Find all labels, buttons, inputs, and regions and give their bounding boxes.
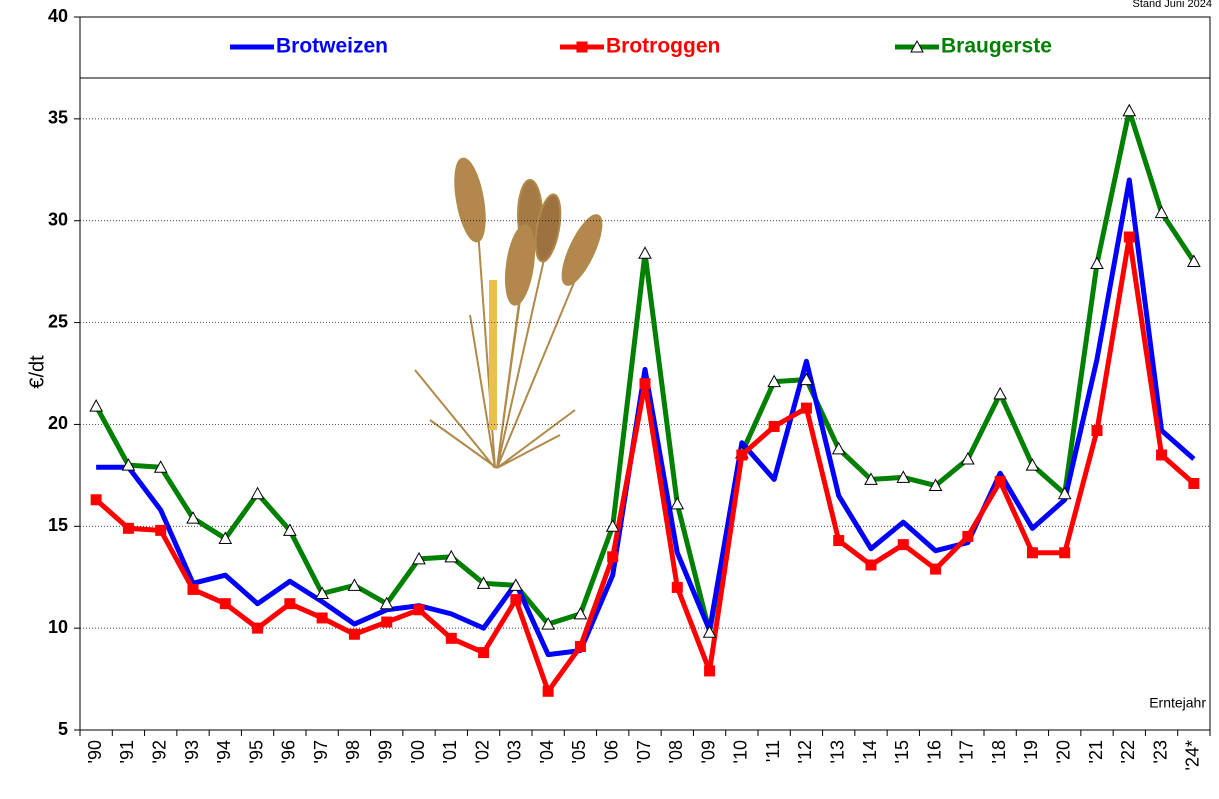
x-tick-label: '21	[1086, 740, 1106, 763]
x-tick-label: '15	[892, 740, 912, 763]
data-point	[607, 551, 618, 562]
data-point	[898, 539, 909, 550]
y-tick-label: 25	[48, 311, 68, 331]
x-axis-label: Erntejahr	[1149, 695, 1206, 711]
y-tick-label: 10	[48, 617, 68, 637]
data-point	[543, 686, 554, 697]
data-point	[930, 564, 941, 575]
data-point	[284, 598, 295, 609]
x-tick-label: '91	[117, 740, 137, 763]
x-tick-label: '02	[472, 740, 492, 763]
x-tick-label: '93	[182, 740, 202, 763]
data-point	[1027, 547, 1038, 558]
x-tick-label: '24*	[1183, 740, 1203, 770]
y-tick-label: 20	[48, 413, 68, 433]
legend-marker	[577, 42, 588, 53]
legend-label: Braugerste	[941, 35, 1052, 58]
y-tick-label: 40	[48, 6, 68, 26]
x-tick-label: '19	[1021, 740, 1041, 763]
data-point	[640, 378, 651, 389]
y-tick-label: 5	[58, 719, 68, 739]
data-point	[769, 421, 780, 432]
x-tick-label: '94	[214, 740, 234, 763]
y-tick-label: 35	[48, 108, 68, 128]
data-point	[123, 523, 134, 534]
x-tick-label: '92	[149, 740, 169, 763]
data-point	[155, 525, 166, 536]
data-point	[510, 594, 521, 605]
x-tick-label: '07	[634, 740, 654, 763]
data-point	[1188, 478, 1199, 489]
note: Stand Juni 2024	[1132, 0, 1212, 10]
data-point	[317, 612, 328, 623]
data-point	[833, 535, 844, 546]
x-tick-label: '05	[569, 740, 589, 763]
x-tick-label: '12	[795, 740, 815, 763]
data-point	[575, 641, 586, 652]
x-tick-label: '09	[698, 740, 718, 763]
data-point	[252, 623, 263, 634]
x-tick-label: '18	[989, 740, 1009, 763]
data-point	[478, 647, 489, 658]
chart: Stand Juni 2024 Erntejahr €/dt 5 10 15 20 25…	[0, 0, 1219, 799]
data-point	[801, 403, 812, 414]
data-point	[736, 449, 747, 460]
data-point	[188, 584, 199, 595]
data-point	[220, 598, 231, 609]
legend-label: Brotweizen	[276, 35, 388, 58]
x-tick-label: '08	[666, 740, 686, 763]
x-tick-label: '20	[1053, 740, 1073, 763]
x-tick-label: '10	[731, 740, 751, 763]
data-point	[1092, 425, 1103, 436]
x-tick-label: '95	[246, 740, 266, 763]
x-tick-label: '98	[343, 740, 363, 763]
x-tick-label: '96	[279, 740, 299, 763]
data-point	[349, 629, 360, 640]
x-tick-label: '97	[311, 740, 331, 763]
data-point	[414, 604, 425, 615]
data-point	[91, 494, 102, 505]
x-tick-label: '06	[601, 740, 621, 763]
x-tick-label: '90	[85, 740, 105, 763]
data-point	[446, 633, 457, 644]
data-point	[1156, 449, 1167, 460]
background	[1, 1, 1219, 799]
y-tick-label: 30	[48, 209, 68, 229]
data-point	[995, 476, 1006, 487]
x-tick-label: '14	[860, 740, 880, 763]
data-point	[1124, 232, 1135, 243]
x-tick-label: '00	[408, 740, 428, 763]
x-tick-label: '99	[375, 740, 395, 763]
page: Stand Juni 2024 Erntejahr €/dt 5 10 15 20 25…	[0, 0, 1219, 799]
x-tick-label: '11	[763, 740, 783, 762]
x-tick-label: '13	[827, 740, 847, 763]
data-point	[381, 617, 392, 628]
data-point	[704, 665, 715, 676]
y-tick-label: 15	[48, 515, 68, 535]
x-tick-label: '17	[957, 740, 977, 763]
x-tick-label: '01	[440, 740, 460, 763]
x-tick-label: '22	[1118, 740, 1138, 763]
x-tick-label: '03	[505, 740, 525, 763]
x-tick-label: '16	[924, 740, 944, 763]
data-point	[672, 582, 683, 593]
legend-label: Brotroggen	[606, 35, 720, 58]
x-tick-label: '23	[1150, 740, 1170, 763]
data-point	[962, 531, 973, 542]
data-point	[1059, 547, 1070, 558]
x-tick-label: '04	[537, 740, 557, 763]
y-axis-label: €/dt	[26, 355, 48, 389]
data-point	[866, 559, 877, 570]
